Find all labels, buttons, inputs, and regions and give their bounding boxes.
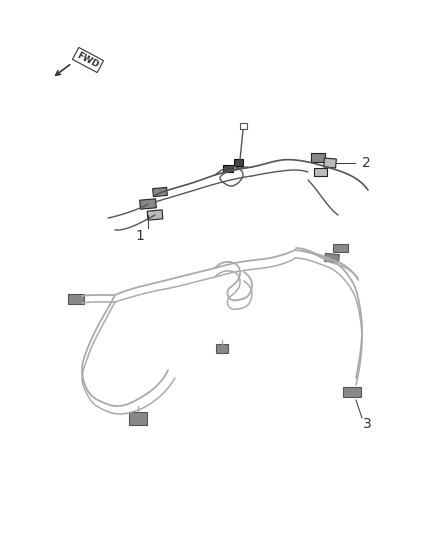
Bar — [129, 411, 147, 424]
Bar — [140, 199, 156, 209]
Text: FWD: FWD — [75, 51, 100, 69]
Bar — [324, 158, 336, 168]
Bar — [325, 253, 339, 263]
Bar — [147, 210, 163, 220]
Bar — [311, 152, 325, 161]
Bar — [314, 168, 326, 176]
Text: 2: 2 — [362, 156, 371, 170]
Bar — [233, 158, 243, 166]
Text: 1: 1 — [136, 229, 145, 243]
Text: 3: 3 — [363, 417, 372, 431]
Bar — [216, 343, 228, 352]
Bar — [153, 188, 167, 197]
Bar — [332, 244, 347, 252]
Bar — [223, 165, 233, 172]
Bar — [240, 123, 247, 129]
Bar — [68, 294, 84, 304]
Bar — [343, 387, 361, 397]
